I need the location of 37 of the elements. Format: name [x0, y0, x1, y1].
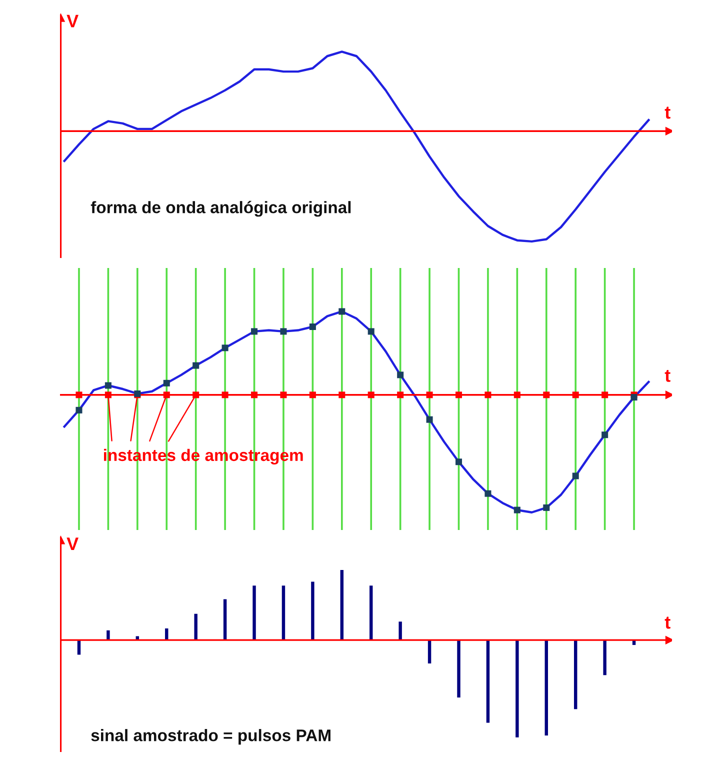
point: [572, 472, 579, 480]
bar: [574, 640, 578, 710]
annotation: forma de onda analógica original: [90, 200, 351, 217]
bar: [398, 622, 402, 640]
point: [222, 392, 228, 398]
bar: [106, 630, 110, 640]
point: [426, 392, 433, 398]
point: [426, 416, 433, 423]
bar: [544, 640, 548, 736]
point: [338, 308, 346, 315]
x-axis-title: t: [664, 616, 670, 629]
point: [338, 392, 346, 398]
point: [572, 392, 579, 398]
bar: [311, 582, 314, 640]
y-axis-title: V: [66, 14, 78, 28]
x-axis-title: t: [664, 106, 670, 119]
point: [484, 392, 492, 398]
bar: [282, 586, 286, 640]
bar: [252, 586, 256, 640]
bar: [516, 640, 519, 738]
bar: [340, 570, 344, 640]
bar: [603, 640, 606, 676]
x-axis-title: t: [664, 370, 670, 382]
point: [280, 392, 287, 398]
point: [222, 344, 228, 352]
bar: [486, 640, 490, 723]
bar: [428, 640, 432, 664]
bar: [370, 586, 373, 640]
bar: [223, 599, 227, 640]
annotation: sinal amostrado = pulsos PAM: [91, 729, 330, 745]
point: [280, 328, 287, 335]
point: [76, 392, 82, 398]
bar: [194, 614, 198, 640]
point: [76, 406, 82, 414]
y-axis-title: V: [66, 538, 78, 550]
bar: [457, 640, 460, 698]
point: [484, 490, 492, 497]
